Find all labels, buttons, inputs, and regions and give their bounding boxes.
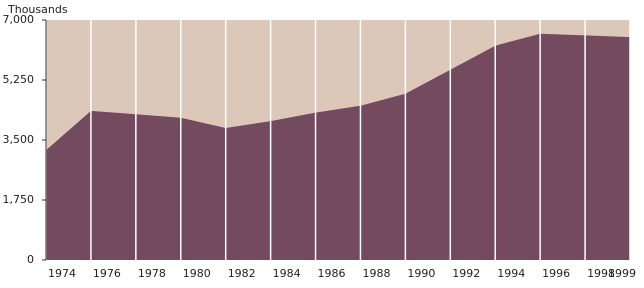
x-tick-label: 1976: [93, 267, 121, 280]
x-tick-label: 1994: [497, 267, 525, 280]
y-axis-label: Thousands: [7, 3, 68, 16]
y-tick-label: 0: [27, 253, 34, 266]
area: [46, 33, 630, 260]
x-tick-label: 1974: [48, 267, 76, 280]
y-tick-label: 3,500: [3, 133, 35, 146]
y-tick-label: 1,750: [3, 193, 35, 206]
y-tick-label: 5,250: [3, 73, 35, 86]
x-tick-label: 1998: [587, 267, 615, 280]
x-tick-label: 1982: [228, 267, 256, 280]
x-tick-label: 1988: [362, 267, 390, 280]
x-tick-label: 1990: [407, 267, 435, 280]
x-tick-label: 1986: [318, 267, 346, 280]
x-tick-label: 1978: [138, 267, 166, 280]
x-tick-label: 1992: [452, 267, 480, 280]
y-tick-label: 7,000: [3, 13, 35, 26]
x-tick-label: 1984: [273, 267, 301, 280]
x-tick-label: 1980: [183, 267, 211, 280]
x-tick-label: 1999: [608, 267, 636, 280]
x-tick-label: 1996: [542, 267, 570, 280]
